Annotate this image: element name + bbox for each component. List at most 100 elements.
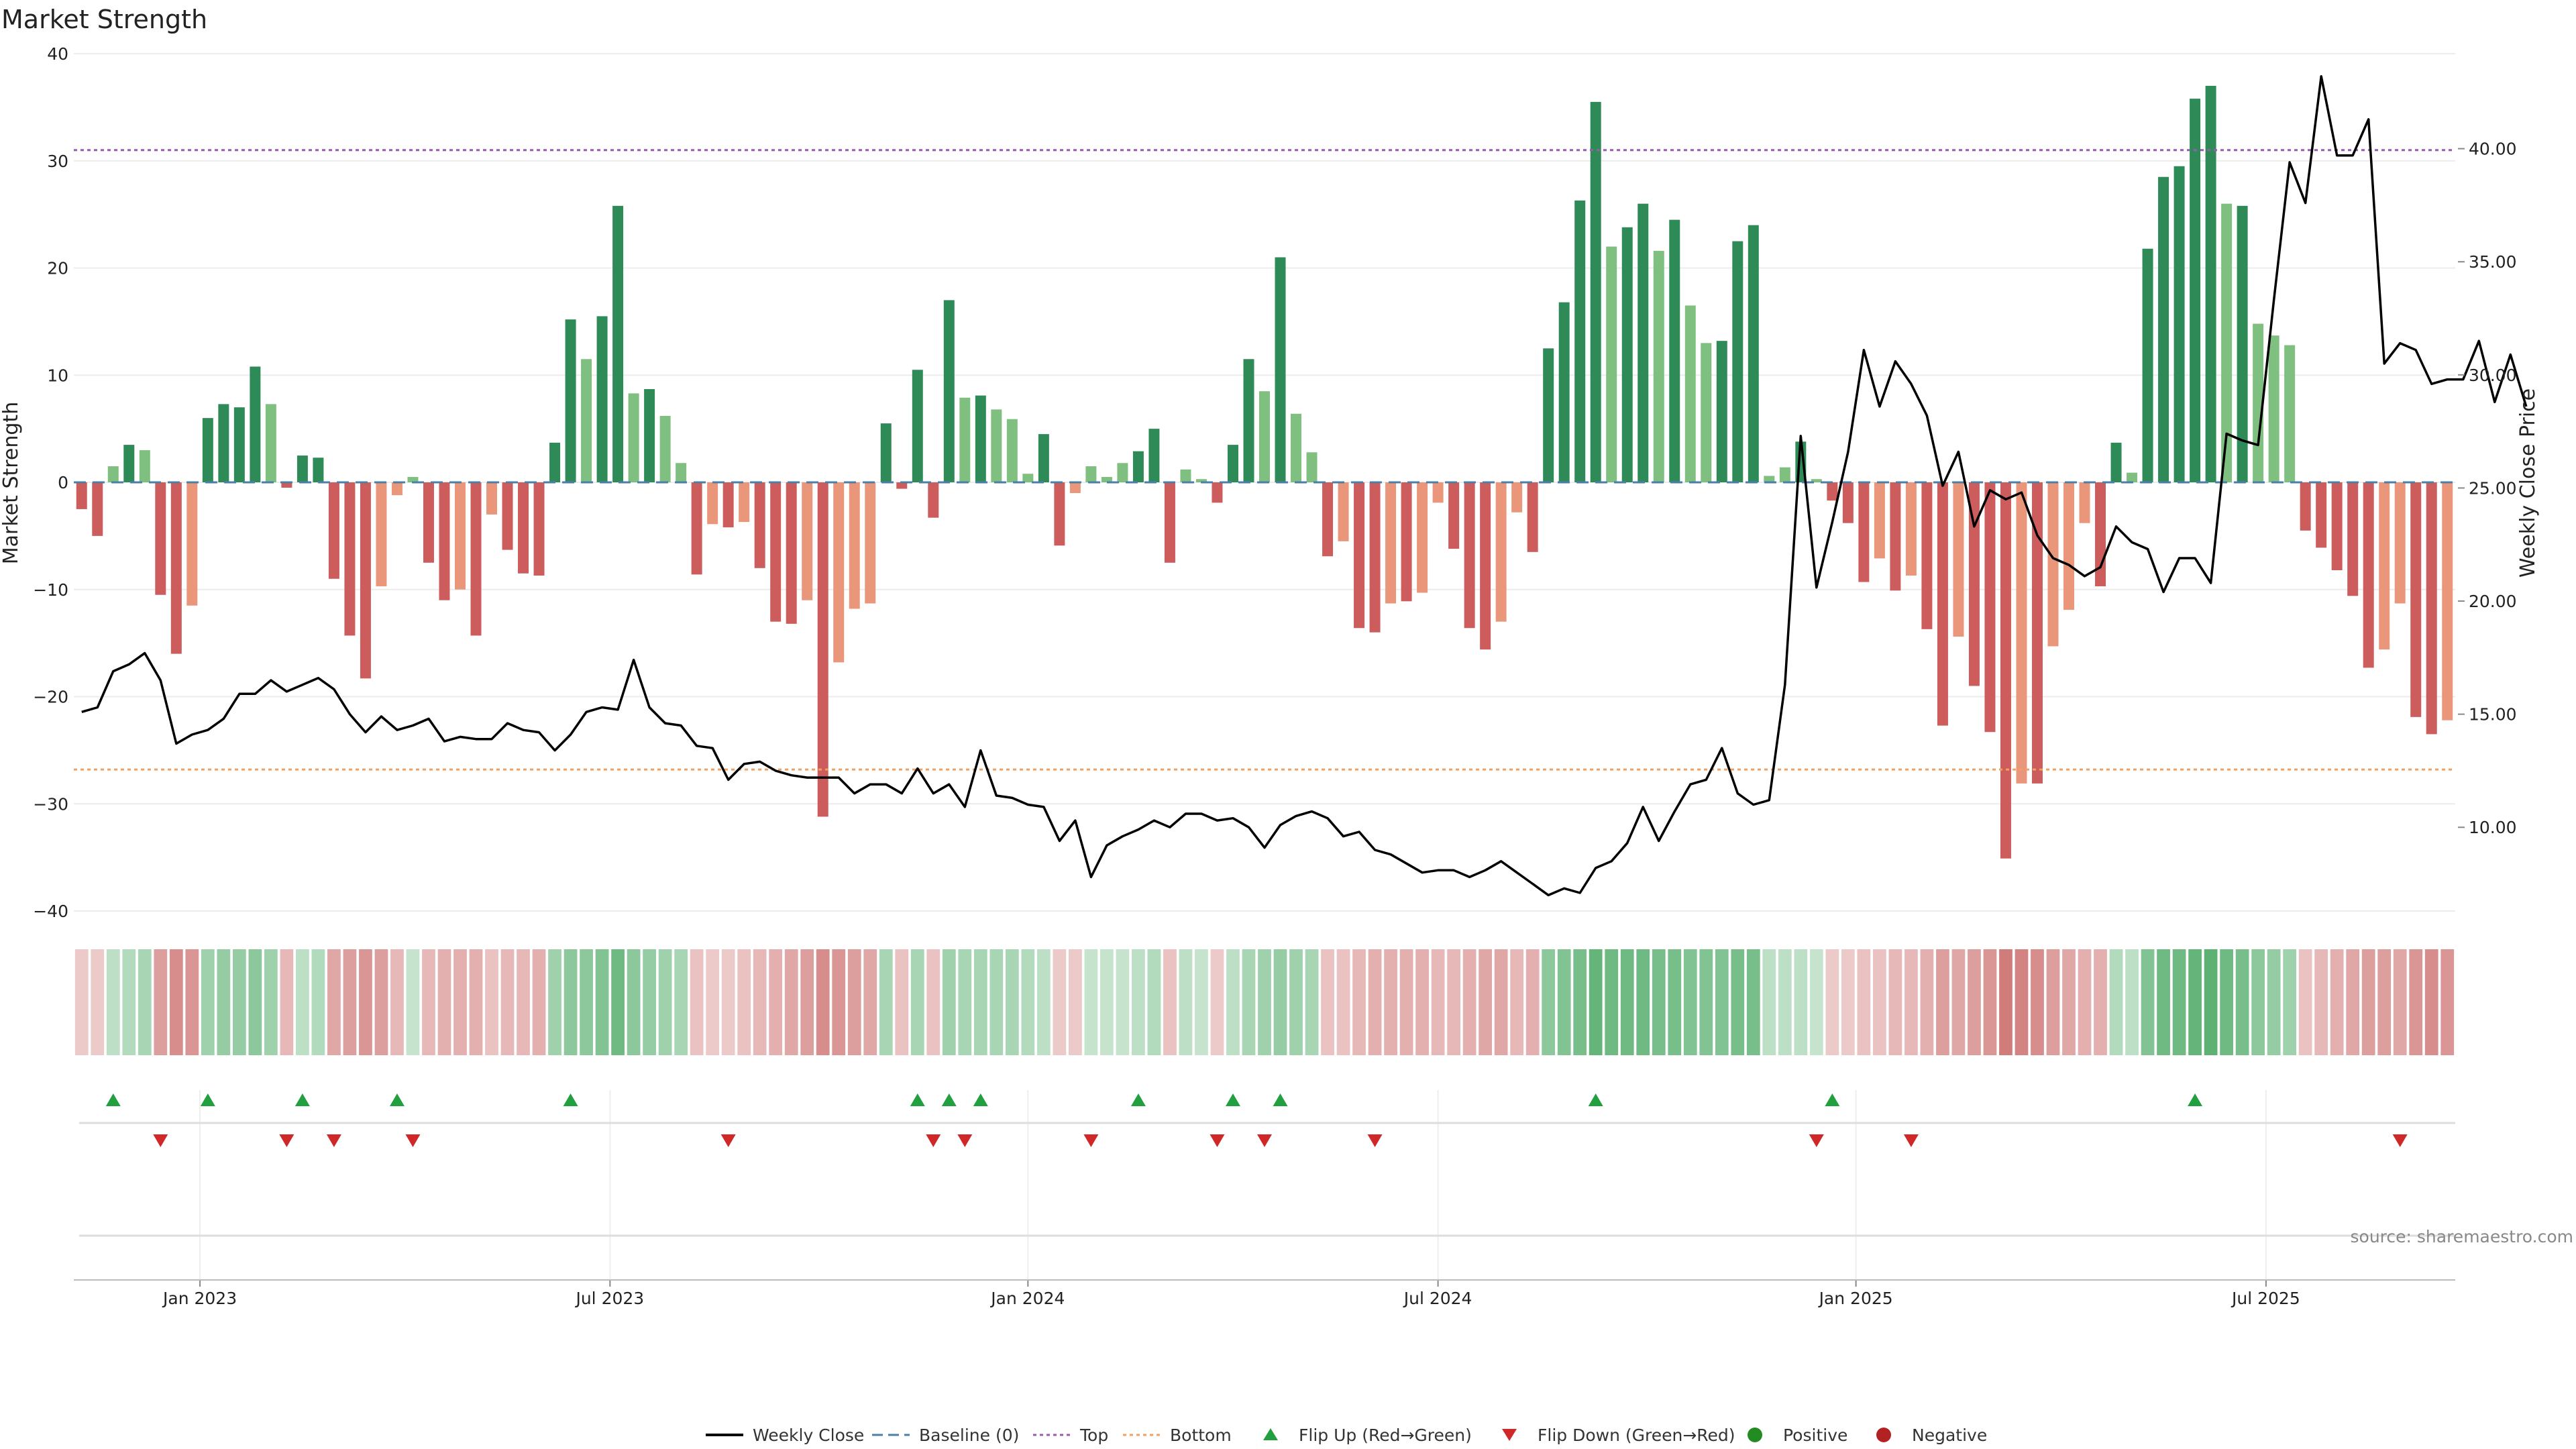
flip-up-marker — [1588, 1093, 1603, 1106]
strength-bar — [2000, 482, 2011, 859]
strength-bar — [802, 482, 813, 600]
strength-bar — [1590, 101, 1601, 482]
heat-cell — [1699, 949, 1713, 1055]
heat-cell — [1589, 949, 1603, 1055]
strength-bar — [1038, 434, 1049, 482]
right-tick-label: 35.00 — [2469, 252, 2517, 272]
heat-cell — [1179, 949, 1193, 1055]
strength-bar — [2110, 442, 2122, 482]
x-tick-label: Jan 2023 — [162, 1289, 237, 1308]
strength-bar — [2442, 482, 2453, 720]
heat-cell — [2062, 949, 2076, 1055]
heat-cell — [422, 949, 435, 1055]
strength-bar — [1732, 241, 1743, 482]
left-tick-label: 30 — [47, 152, 68, 171]
left-tick-label: −10 — [33, 580, 68, 600]
heat-cell — [453, 949, 467, 1055]
right-tick-label: 25.00 — [2469, 478, 2517, 498]
heat-cell — [1132, 949, 1145, 1055]
heat-cell — [2424, 949, 2438, 1055]
heat-cell — [1525, 949, 1540, 1055]
heat-cell — [1084, 949, 1098, 1055]
x-tick-label: Jan 2024 — [989, 1289, 1065, 1308]
source-note: source: sharemaestro.com — [2351, 1227, 2574, 1246]
y-axis-label-right: Weekly Close Price — [2516, 388, 2540, 578]
heat-cell — [1999, 949, 2012, 1055]
heat-cell — [769, 949, 783, 1055]
heat-cell — [800, 949, 814, 1055]
heat-cell — [1857, 949, 1871, 1055]
heat-cell — [327, 949, 341, 1055]
heat-cell — [106, 949, 120, 1055]
heat-cell — [232, 949, 246, 1055]
heat-cell — [832, 949, 846, 1055]
strength-bar — [1953, 482, 1964, 637]
strength-bar — [1006, 419, 1018, 482]
strength-bar — [1322, 482, 1334, 557]
flip-up-marker — [294, 1093, 310, 1106]
strength-bar — [455, 482, 466, 590]
strength-bar — [739, 482, 750, 523]
heat-cell — [2109, 949, 2123, 1055]
y-axis-label-left: Market Strength — [0, 402, 23, 564]
strength-bar — [1132, 451, 1144, 482]
flip-up-marker — [1825, 1093, 1840, 1106]
strength-bar — [170, 482, 182, 654]
strength-bar — [376, 482, 387, 586]
strength-bar — [2237, 205, 2248, 482]
strength-bar — [1195, 479, 1207, 482]
heat-cell — [2157, 949, 2170, 1055]
heat-cell — [1888, 949, 1902, 1055]
legend-label: Baseline (0) — [919, 1426, 1019, 1445]
heat-cell — [311, 949, 325, 1055]
strength-bar — [1574, 200, 1586, 482]
strength-bar — [139, 450, 150, 482]
heat-cell — [2283, 949, 2297, 1055]
strength-bar — [2205, 85, 2216, 483]
heat-cell — [517, 949, 530, 1055]
heat-cell — [1479, 949, 1493, 1055]
heat-cell — [1289, 949, 1303, 1055]
heat-cell — [1399, 949, 1413, 1055]
heat-cell — [2298, 949, 2312, 1055]
strength-bar — [328, 482, 339, 579]
heat-cell — [1746, 949, 1760, 1055]
heat-cell — [1053, 949, 1067, 1055]
heat-cell — [2377, 949, 2392, 1055]
heat-cell — [973, 949, 987, 1055]
strength-bar — [1085, 466, 1097, 482]
heat-cell — [1321, 949, 1334, 1055]
strength-bar — [391, 482, 402, 496]
strength-bar — [265, 404, 276, 482]
heat-cell — [185, 949, 199, 1055]
strength-bar — [991, 409, 1002, 482]
heat-cell — [2361, 949, 2375, 1055]
strength-bar — [202, 418, 213, 482]
heat-cell — [1778, 949, 1792, 1055]
heat-cell — [1036, 949, 1051, 1055]
strength-bar — [1511, 482, 1523, 513]
heat-cell — [1462, 949, 1477, 1055]
strength-bar — [250, 366, 261, 482]
heat-cell — [138, 949, 152, 1055]
legend-swatch — [1748, 1428, 1762, 1442]
heat-cell — [201, 949, 215, 1055]
right-tick-label: 20.00 — [2469, 592, 2517, 611]
strength-bar — [1716, 341, 1727, 482]
strength-bar — [2095, 482, 2106, 586]
legend-label: Bottom — [1170, 1426, 1232, 1445]
strength-bar — [1385, 482, 1397, 604]
strength-bar — [2410, 482, 2422, 717]
strength-bar — [1684, 305, 1696, 482]
flip-down-marker — [2392, 1134, 2408, 1147]
heat-cell — [895, 949, 909, 1055]
strength-bar — [865, 482, 876, 604]
strength-bar — [518, 482, 529, 574]
strength-bar — [1417, 482, 1428, 593]
flip-up-marker — [1273, 1093, 1288, 1106]
heat-cell — [643, 949, 656, 1055]
heat-cell — [1983, 949, 1997, 1055]
right-tick-label: 40.00 — [2469, 140, 2517, 159]
heat-cell — [2330, 949, 2344, 1055]
heat-cell — [1557, 949, 1571, 1055]
